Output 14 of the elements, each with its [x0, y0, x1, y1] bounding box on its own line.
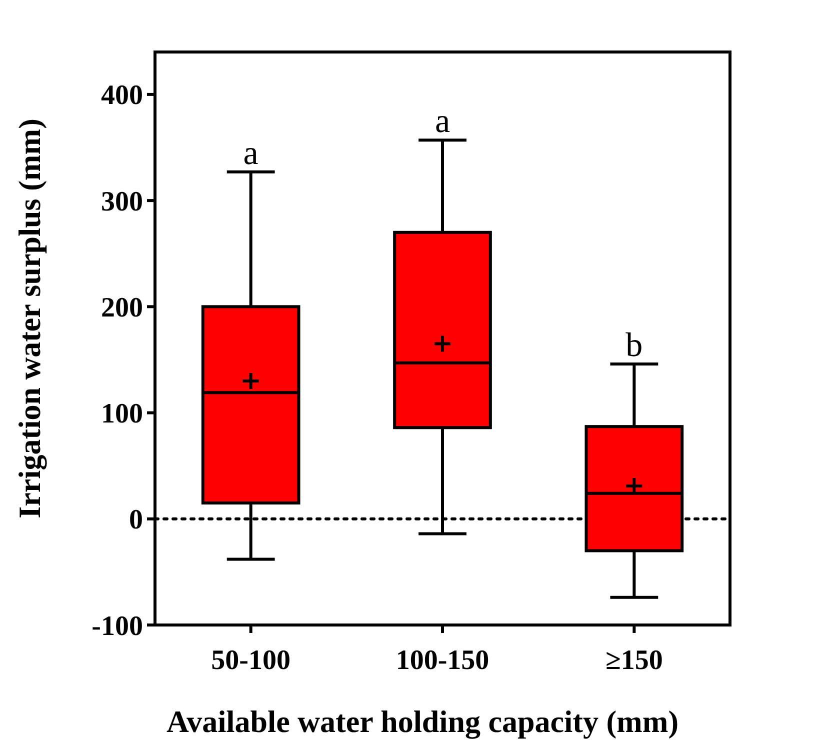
y-axis-title: Irrigation water surplus (mm): [12, 118, 47, 518]
annotation: a: [243, 134, 258, 172]
y-tick-label: 100: [101, 398, 143, 430]
y-tick-label: 300: [101, 186, 143, 218]
x-tick-label: 100-150: [396, 645, 490, 676]
y-tick-label: 400: [101, 80, 143, 112]
y-tick-label: 200: [101, 292, 143, 324]
y-tick-label: 0: [129, 504, 143, 536]
annotation: b: [626, 326, 643, 364]
y-tick-label: -100: [92, 610, 143, 642]
x-tick-label: 50-100: [211, 645, 290, 676]
x-tick-label: ≥150: [605, 645, 663, 676]
x-axis-title: Available water holding capacity (mm): [166, 704, 679, 739]
annotation: a: [434, 103, 450, 140]
